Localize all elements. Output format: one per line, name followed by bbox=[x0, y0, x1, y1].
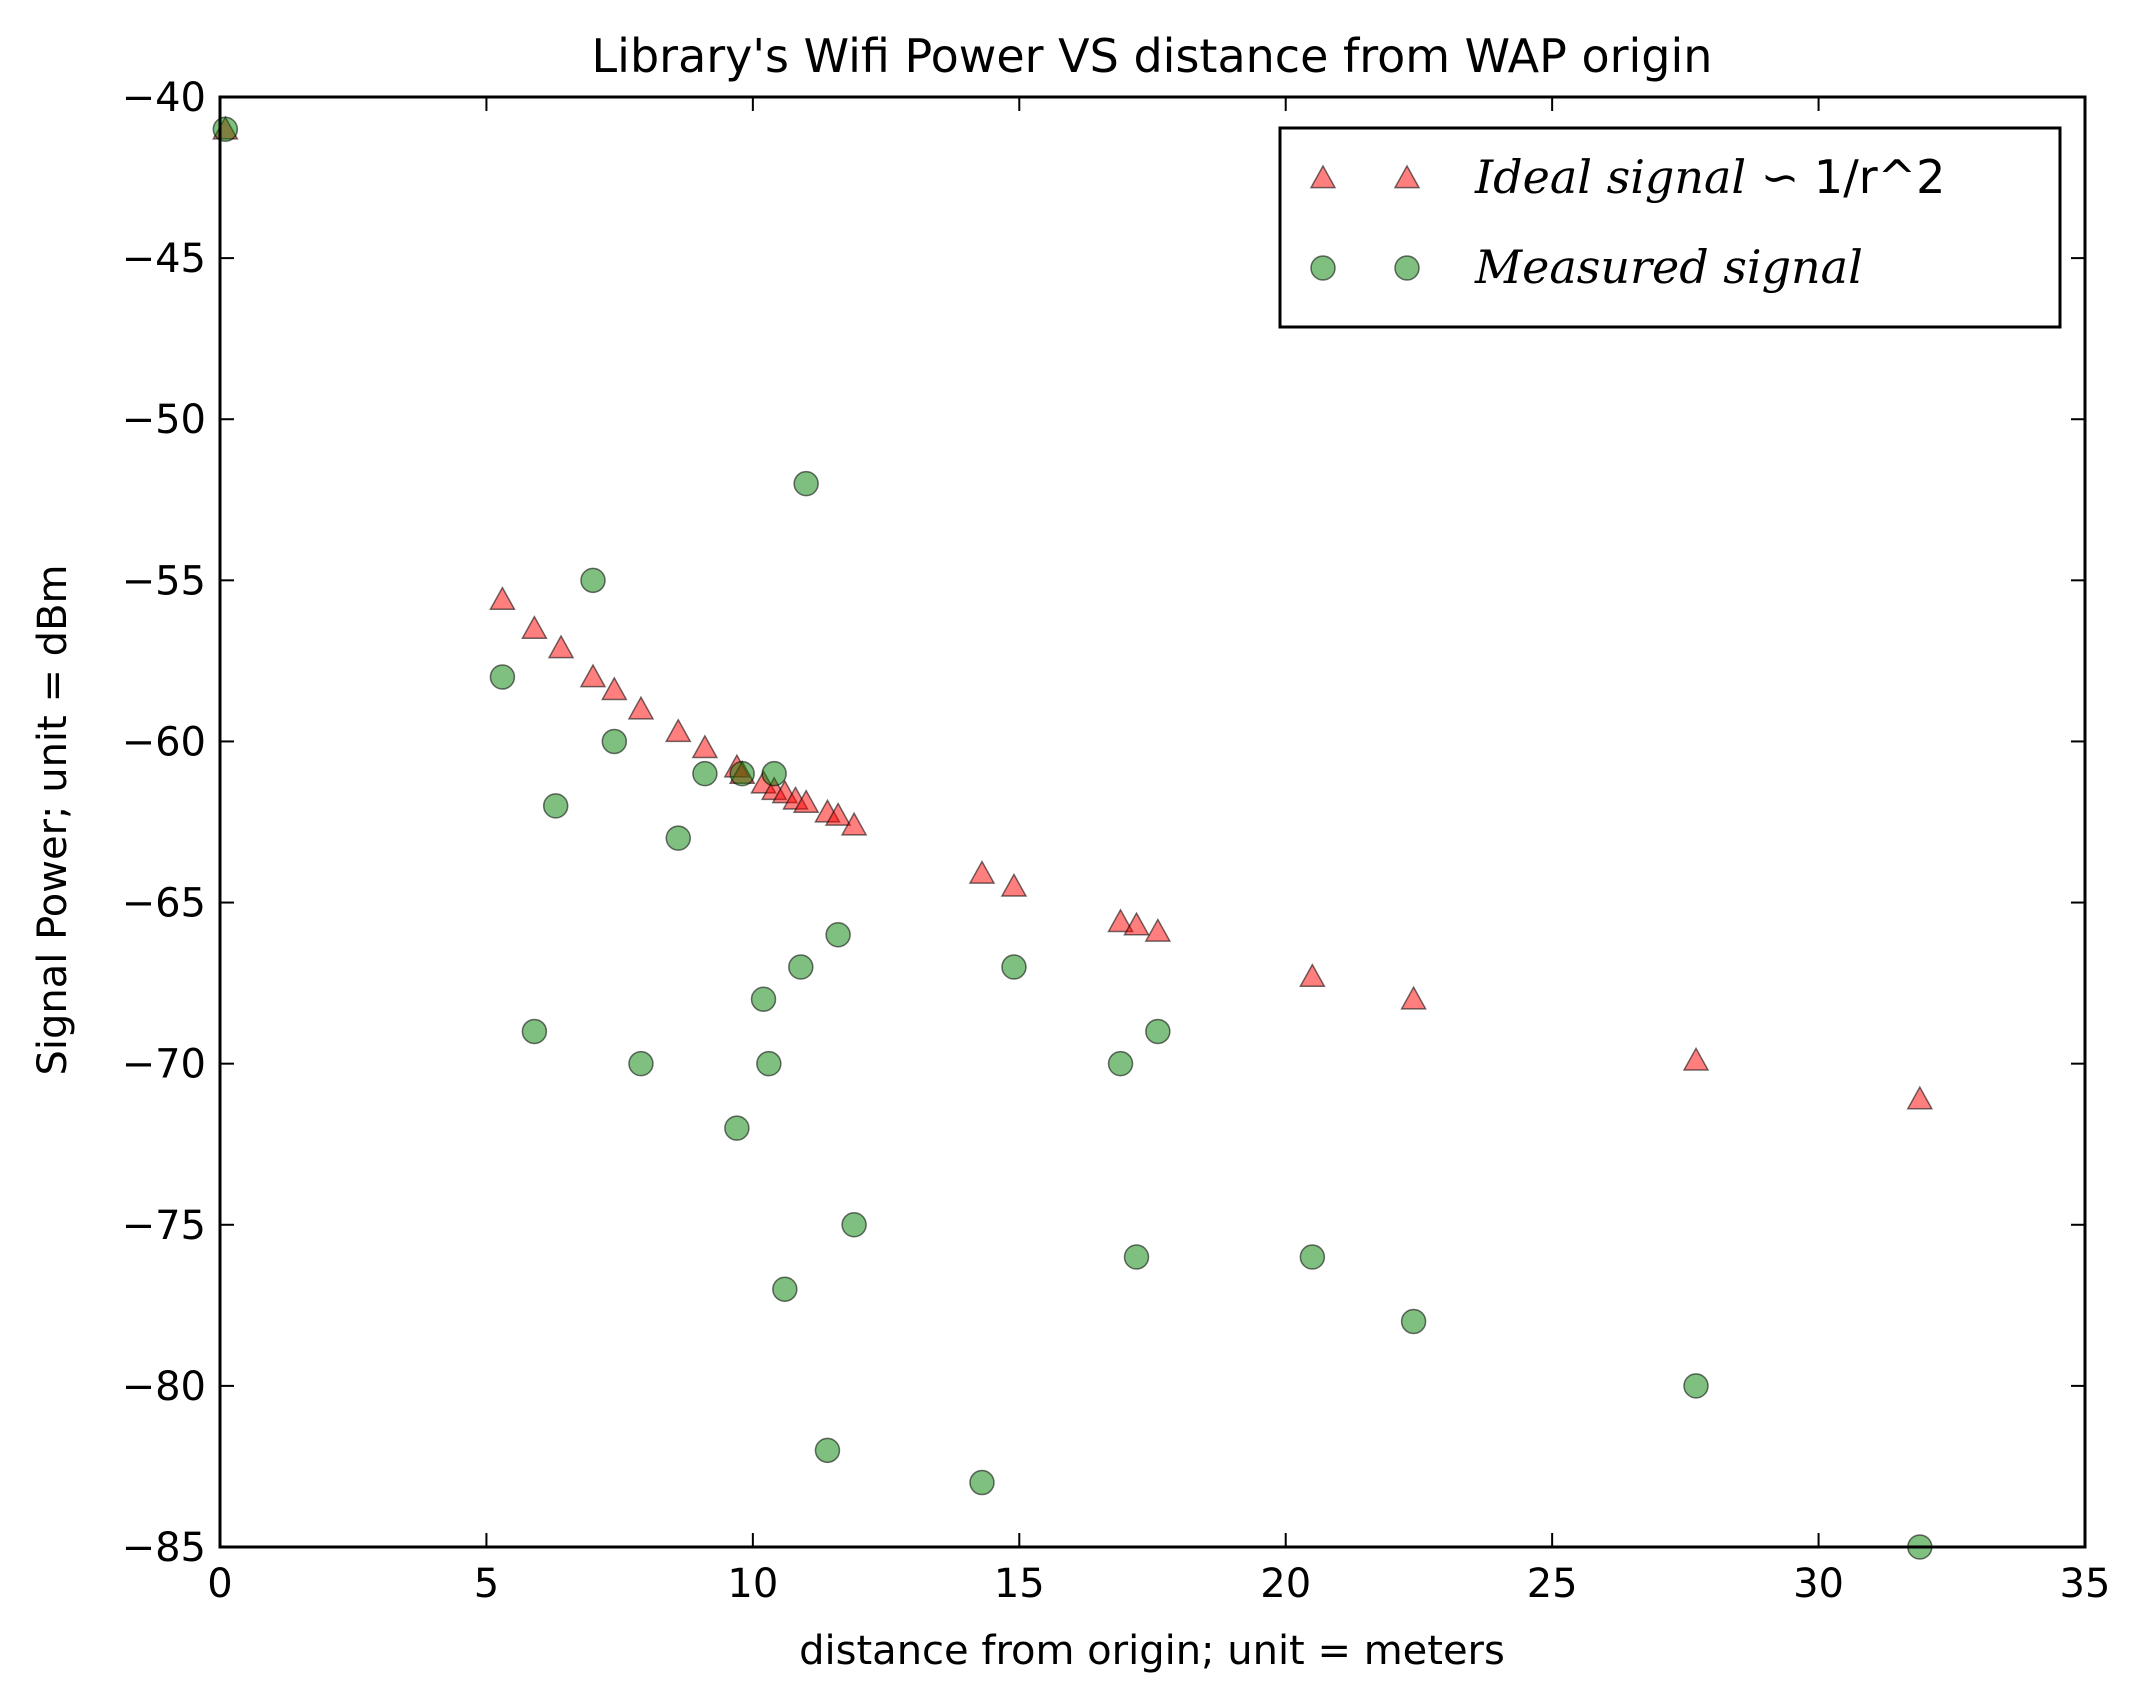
x-tick-label: 30 bbox=[1793, 1561, 1844, 1607]
y-tick-label: −75 bbox=[122, 1203, 206, 1249]
measured-signal-point bbox=[793, 470, 819, 497]
x-axis-label: distance from origin; unit = meters bbox=[799, 1628, 1505, 1674]
measured-signal-point bbox=[628, 1050, 654, 1077]
measured-signal-point bbox=[814, 1437, 841, 1464]
x-tick-label: 20 bbox=[1260, 1561, 1311, 1607]
x-tick-label: 25 bbox=[1527, 1561, 1578, 1607]
measured-signal-point bbox=[729, 760, 755, 787]
legend-marker-measured bbox=[1394, 255, 1420, 281]
measured-signal-point bbox=[521, 1018, 548, 1045]
y-tick-label: −50 bbox=[122, 397, 206, 443]
measured-signal-point bbox=[489, 664, 516, 690]
x-axis-ticks: 0 5 10 15 20 25 30 35 bbox=[207, 97, 2110, 1607]
measured-signal-point bbox=[580, 567, 606, 594]
ideal-signal-point bbox=[1000, 872, 1028, 897]
ideal-signal-point bbox=[1400, 985, 1427, 1010]
y-tick-label: −70 bbox=[122, 1042, 206, 1088]
measured-signal-point bbox=[212, 116, 239, 142]
ideal-signal-point bbox=[824, 802, 852, 826]
measured-signal-point bbox=[750, 986, 777, 1012]
ideal-signal-point bbox=[1123, 911, 1150, 936]
ideal-signal-point bbox=[691, 734, 719, 759]
measured-signal-point bbox=[542, 793, 569, 819]
series-layer bbox=[212, 115, 1934, 1560]
measured-signal-point bbox=[665, 825, 692, 851]
ideal-signal-point bbox=[968, 860, 996, 884]
y-tick-label: −65 bbox=[122, 881, 206, 927]
ideal-signal-point bbox=[547, 634, 575, 659]
ideal-signal-point bbox=[579, 663, 607, 688]
measured-signal-point bbox=[1299, 1244, 1326, 1270]
legend-marker-ideal bbox=[1393, 164, 1421, 189]
x-tick-label: 5 bbox=[474, 1561, 499, 1607]
y-tick-label: −45 bbox=[122, 236, 206, 282]
measured-signal-point bbox=[1001, 954, 1027, 980]
ideal-signal-point bbox=[1299, 963, 1326, 988]
y-tick-label: −80 bbox=[122, 1364, 206, 1410]
measured-signal-point bbox=[825, 922, 851, 948]
ideal-signal-point bbox=[627, 695, 655, 720]
ideal-signal-point bbox=[664, 718, 692, 743]
measured-signal-point bbox=[692, 760, 718, 787]
ideal-signal-point bbox=[1682, 1046, 1710, 1071]
y-axis-ticks: −40 −45 −50 −55 −60 −65 −70 −75 −80 −85 bbox=[122, 75, 2085, 1571]
measured-signal-point bbox=[1145, 1018, 1171, 1045]
y-tick-label: −85 bbox=[122, 1525, 206, 1571]
measured-signal-point bbox=[1400, 1308, 1427, 1335]
ideal-signal-point bbox=[840, 811, 868, 836]
legend-entry-label: Ideal signal ∽ 1/r^2 bbox=[1474, 150, 1945, 204]
measured-signal-point bbox=[1107, 1050, 1134, 1077]
x-tick-label: 35 bbox=[2060, 1561, 2111, 1607]
y-tick-label: −60 bbox=[122, 719, 206, 765]
measured-signal-point bbox=[969, 1469, 995, 1496]
measured-signal-point bbox=[841, 1212, 867, 1238]
legend-box bbox=[1278, 126, 2062, 329]
y-tick-label: −40 bbox=[122, 75, 206, 121]
x-tick-label: 10 bbox=[727, 1561, 778, 1607]
ideal-signal-point bbox=[601, 676, 628, 701]
y-axis-label: Signal Power; unit = dBm bbox=[30, 565, 76, 1076]
series-measured-signal bbox=[212, 116, 1933, 1560]
ideal-signal-point bbox=[521, 615, 548, 640]
measured-signal-point bbox=[601, 728, 628, 755]
series-ideal-signal bbox=[212, 115, 1934, 1110]
legend-marker-ideal bbox=[1309, 164, 1337, 189]
ideal-signal-point bbox=[1107, 908, 1134, 933]
ideal-signal-point bbox=[792, 789, 820, 814]
legend: Ideal signal ∽ 1/r^2 Measured signal bbox=[1278, 126, 2062, 329]
measured-signal-point bbox=[1683, 1373, 1709, 1399]
measured-signal-point bbox=[756, 1050, 782, 1077]
x-tick-label: 0 bbox=[207, 1561, 232, 1607]
ideal-signal-point bbox=[489, 586, 516, 611]
ideal-signal-point bbox=[1906, 1085, 1934, 1110]
x-tick-label: 15 bbox=[994, 1561, 1045, 1607]
ideal-signal-point bbox=[1144, 918, 1172, 942]
measured-signal-point bbox=[772, 1276, 798, 1302]
measured-signal-point bbox=[1123, 1244, 1150, 1270]
measured-signal-point bbox=[788, 954, 814, 980]
y-tick-label: −55 bbox=[122, 558, 206, 604]
chart-title: Library's Wifi Power VS distance from WA… bbox=[592, 29, 1713, 83]
legend-entry-label: Measured signal bbox=[1474, 240, 1863, 294]
plot-frame bbox=[218, 95, 2087, 1549]
measured-signal-point bbox=[724, 1115, 750, 1141]
legend-marker-measured bbox=[1310, 255, 1336, 281]
measured-signal-point bbox=[761, 760, 787, 787]
